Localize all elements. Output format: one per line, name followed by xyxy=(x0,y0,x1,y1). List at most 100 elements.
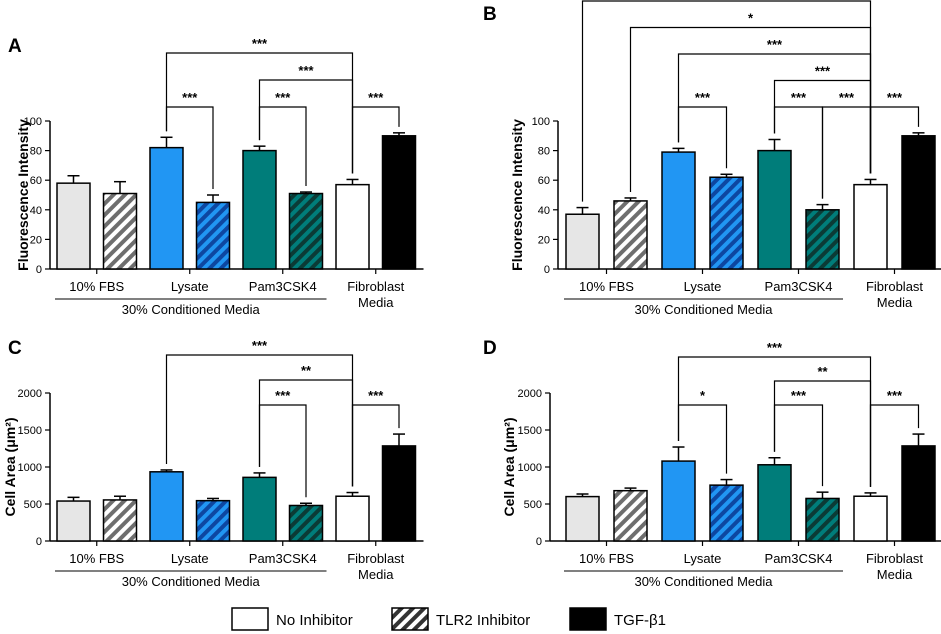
sig-bracket-a-2 xyxy=(165,106,214,189)
sig-label-c-0: *** xyxy=(252,338,268,353)
y-tick-label-b: 100 xyxy=(532,116,550,128)
category-label-a: 10% FBS xyxy=(69,279,124,294)
panel-a: A Fluorescence Intensity 0 20 40 60 80 100 10% F… xyxy=(8,36,424,317)
sig-bracket-d-2 xyxy=(677,404,728,474)
group-label-b: 30% Conditioned Media xyxy=(634,302,773,317)
y-axis-label-b: Fluorescence Intensity xyxy=(509,119,525,271)
panel-letter-d: D xyxy=(483,338,497,359)
sig-label-a-2: *** xyxy=(182,90,198,105)
panel-b: B Fluorescence Intensity 0 20 40 60 80 100 10% F… xyxy=(483,0,941,317)
bar-b-1 xyxy=(613,200,648,270)
sig-label-a-4: *** xyxy=(368,90,384,105)
bar-c-3 xyxy=(195,499,231,542)
sig-bracket-a-4 xyxy=(351,106,400,174)
sig-label-b-2: *** xyxy=(767,37,783,52)
category-label-a: Pam3CSK4 xyxy=(249,279,317,294)
y-tick-label-a: 0 xyxy=(36,264,42,276)
sig-bracket-d-4 xyxy=(869,404,920,487)
y-tick-label-a: 80 xyxy=(30,146,42,158)
category-label-a: Lysate xyxy=(171,279,209,294)
y-tick-label-a: 60 xyxy=(30,175,42,187)
group-label-a: 30% Conditioned Media xyxy=(122,302,261,317)
sig-label-c-3: *** xyxy=(368,388,384,403)
sig-label-d-4: *** xyxy=(887,388,903,403)
y-tick-label-a: 40 xyxy=(30,205,42,217)
sig-bracket-a-3 xyxy=(258,106,307,187)
category-label-a: Media xyxy=(358,295,394,310)
panel-d: D Cell Area (μm²) 0 500 1000 1500 2000 10% FBS L… xyxy=(483,338,941,589)
category-label-d: 10% FBS xyxy=(579,551,634,566)
y-tick-label-d: 1500 xyxy=(518,425,542,437)
category-label-d: Media xyxy=(877,567,913,582)
category-label-b: 10% FBS xyxy=(579,279,634,294)
sig-label-d-3: *** xyxy=(791,388,807,403)
bar-b-2 xyxy=(661,151,696,270)
bar-d-6 xyxy=(853,495,888,542)
category-label-c: Media xyxy=(358,567,394,582)
sig-label-c-2: *** xyxy=(275,388,291,403)
bar-d-4 xyxy=(757,464,792,542)
category-label-b: Pam3CSK4 xyxy=(765,279,833,294)
group-label-c: 30% Conditioned Media xyxy=(122,574,261,589)
panel-letter-b: B xyxy=(483,4,497,25)
sig-label-c-1: ** xyxy=(301,363,312,378)
category-label-b: Lysate xyxy=(684,279,722,294)
bar-a-4 xyxy=(242,149,277,270)
category-label-d: Pam3CSK4 xyxy=(765,551,833,566)
legend-swatch-no-inhibitor xyxy=(231,607,269,631)
legend: No Inhibitor TLR2 Inhibitor TGF-β1 xyxy=(231,607,666,631)
bar-a-6 xyxy=(335,183,370,270)
y-tick-label-b: 40 xyxy=(538,205,550,217)
bar-c-7 xyxy=(381,445,417,542)
sig-label-a-1: *** xyxy=(298,63,314,78)
category-label-a: Fibroblast xyxy=(347,279,404,294)
bar-a-7 xyxy=(381,135,417,270)
category-label-d: Lysate xyxy=(684,551,722,566)
group-label-d: 30% Conditioned Media xyxy=(634,574,773,589)
sig-label-b-4: *** xyxy=(695,90,711,105)
bar-d-0 xyxy=(565,495,600,542)
y-tick-label-b: 0 xyxy=(544,264,550,276)
category-label-c: Lysate xyxy=(171,551,209,566)
bar-d-5 xyxy=(805,497,840,542)
category-label-c: 10% FBS xyxy=(69,551,124,566)
y-tick-label-d: 500 xyxy=(524,499,542,511)
sig-bracket-b-0 xyxy=(581,0,872,202)
panel-c: C Cell Area (μm²) 0 500 1000 1500 2000 10% FBS L… xyxy=(2,338,424,589)
sig-label-d-0: *** xyxy=(767,340,783,355)
legend-label-tlr2-inhibitor: TLR2 Inhibitor xyxy=(436,612,530,629)
y-tick-label-c: 2000 xyxy=(18,388,42,400)
category-label-d: Fibroblast xyxy=(866,551,923,566)
sig-label-d-1: ** xyxy=(817,364,828,379)
bar-c-0 xyxy=(56,500,91,542)
bar-a-3 xyxy=(195,201,231,270)
sig-label-b-5: *** xyxy=(791,90,807,105)
y-tick-label-b: 80 xyxy=(538,146,550,158)
y-axis-label-a: Fluorescence Intensity xyxy=(15,119,31,271)
bar-d-1 xyxy=(613,489,648,542)
sig-label-a-0: *** xyxy=(252,36,268,51)
y-axis-label-d: Cell Area (μm²) xyxy=(501,417,517,516)
y-tick-label-c: 500 xyxy=(24,499,42,511)
legend-swatch-tlr2-inhibitor xyxy=(391,607,429,631)
bar-d-3 xyxy=(709,484,744,542)
y-tick-label-d: 2000 xyxy=(518,388,542,400)
legend-swatch-tgf-beta1 xyxy=(569,607,607,631)
bar-d-7 xyxy=(901,445,936,542)
sig-bracket-c-2 xyxy=(258,404,307,498)
bar-c-2 xyxy=(149,471,184,542)
panel-letter-a: A xyxy=(8,36,22,57)
bar-b-6 xyxy=(853,183,888,270)
category-label-c: Fibroblast xyxy=(347,551,404,566)
y-tick-label-c: 0 xyxy=(36,536,42,548)
bar-a-2 xyxy=(149,146,184,270)
sig-label-d-2: * xyxy=(700,388,706,403)
sig-label-a-3: *** xyxy=(275,90,291,105)
y-tick-label-a: 20 xyxy=(30,234,42,246)
category-label-b: Fibroblast xyxy=(866,279,923,294)
sig-label-b-1: * xyxy=(748,11,754,26)
y-tick-label-d: 0 xyxy=(536,536,542,548)
bar-b-7 xyxy=(901,135,936,270)
bar-b-4 xyxy=(757,149,792,270)
